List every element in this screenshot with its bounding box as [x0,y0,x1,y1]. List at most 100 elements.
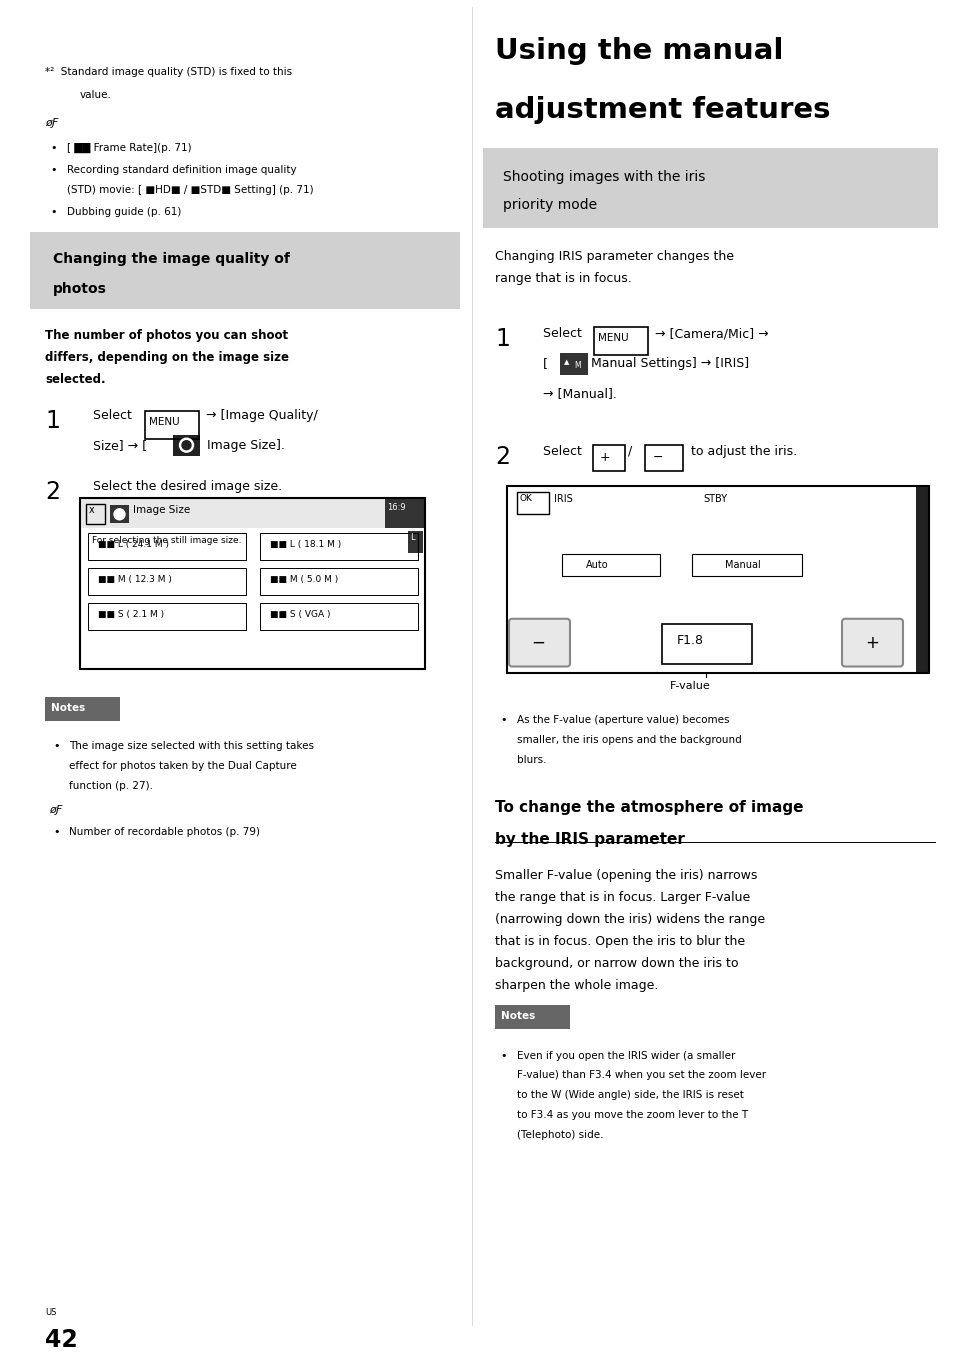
Text: Shooting images with the iris: Shooting images with the iris [502,170,704,185]
Text: x: x [89,505,94,516]
Text: Manual: Manual [724,560,760,570]
Text: the range that is in focus. Larger F-value: the range that is in focus. Larger F-val… [495,892,749,904]
Text: ■■ S ( 2.1 M ): ■■ S ( 2.1 M ) [98,609,164,619]
Text: selected.: selected. [45,373,106,385]
Text: 2: 2 [495,445,510,468]
Text: Select the desired image size.: Select the desired image size. [92,480,282,494]
Text: •: • [499,1050,506,1061]
Circle shape [179,438,193,452]
Text: *²  Standard image quality (STD) is fixed to this: *² Standard image quality (STD) is fixed… [45,66,292,76]
Text: MENU: MENU [149,417,179,427]
Text: •: • [499,715,506,725]
Bar [45,697,120,721]
Text: M: M [574,361,580,370]
Circle shape [182,441,191,449]
Text: (Telephoto) side.: (Telephoto) side. [517,1130,603,1140]
FancyBboxPatch shape [841,619,902,666]
Text: −: − [531,634,544,651]
Text: /: / [627,445,632,457]
Bar [88,603,246,630]
Text: •: • [50,206,56,217]
Text: •: • [53,826,59,837]
Text: Image Size: Image Size [132,505,190,516]
Text: STBY: STBY [702,494,726,505]
Text: Auto: Auto [585,560,608,570]
Bar [482,148,937,228]
Text: 42: 42 [45,1329,77,1352]
Text: value.: value. [80,90,112,99]
Text: øƑ: øƑ [45,118,58,129]
Text: ■■ L ( 18.1 M ): ■■ L ( 18.1 M ) [270,540,341,550]
Text: F1.8: F1.8 [677,634,703,647]
Text: smaller, the iris opens and the background: smaller, the iris opens and the backgrou… [517,735,741,745]
Text: OK: OK [519,494,533,503]
Text: øƑ: øƑ [49,805,62,814]
Text: 1: 1 [45,408,60,433]
Text: +: + [864,634,878,651]
Text: by the IRIS parameter: by the IRIS parameter [495,832,684,847]
Text: (narrowing down the iris) widens the range: (narrowing down the iris) widens the ran… [495,913,764,927]
Text: ■■ M ( 12.3 M ): ■■ M ( 12.3 M ) [98,575,172,584]
Text: Size] → [: Size] → [ [92,438,151,452]
Text: (STD) movie: [ ■HD■ / ■STD■ Setting] (p. 71): (STD) movie: [ ■HD■ / ■STD■ Setting] (p.… [67,185,314,195]
Bar [385,499,423,528]
Bar [506,486,928,673]
Text: range that is in focus.: range that is in focus. [495,271,631,285]
Text: to F3.4 as you move the zoom lever to the T: to F3.4 as you move the zoom lever to th… [517,1110,747,1120]
Bar [80,498,424,669]
Text: [: [ [542,357,552,370]
Text: Dubbing guide (p. 61): Dubbing guide (p. 61) [67,206,181,217]
Bar [408,531,422,554]
Text: 1: 1 [495,327,509,351]
Bar [86,505,105,524]
Text: ▲: ▲ [563,360,569,365]
Text: +: + [599,451,610,464]
Text: •: • [50,166,56,175]
Bar [145,411,199,438]
Text: The number of photos you can shoot: The number of photos you can shoot [45,330,288,342]
Text: F-value: F-value [669,681,710,692]
Text: to the W (Wide angle) side, the IRIS is reset: to the W (Wide angle) side, the IRIS is … [517,1090,743,1101]
Text: 16:9: 16:9 [387,503,405,513]
Bar [593,445,624,471]
Text: Even if you open the IRIS wider (a smaller: Even if you open the IRIS wider (a small… [517,1050,735,1061]
Bar [594,327,647,356]
Bar [915,486,928,673]
Text: → [Image Quality/: → [Image Quality/ [202,408,317,422]
Text: As the F-value (aperture value) becomes: As the F-value (aperture value) becomes [517,715,729,725]
Text: The image size selected with this setting takes: The image size selected with this settin… [69,741,314,752]
Bar [88,569,246,594]
Text: For selecting the still image size.: For selecting the still image size. [91,536,241,546]
Text: background, or narrow down the iris to: background, or narrow down the iris to [495,957,738,970]
Text: ■■ S ( VGA ): ■■ S ( VGA ) [270,609,330,619]
Bar [561,554,659,575]
Bar [260,569,417,594]
Text: priority mode: priority mode [502,198,597,212]
Bar [517,493,548,514]
Text: ■■ M ( 5.0 M ): ■■ M ( 5.0 M ) [270,575,338,584]
Text: adjustment features: adjustment features [495,96,830,125]
Text: Recording standard definition image quality: Recording standard definition image qual… [67,166,296,175]
Text: differs, depending on the image size: differs, depending on the image size [45,351,289,364]
Text: effect for photos taken by the Dual Capture: effect for photos taken by the Dual Capt… [69,761,296,771]
Text: photos: photos [53,281,107,296]
Text: Select: Select [92,408,135,422]
Text: US: US [45,1308,56,1318]
Text: 2: 2 [45,480,60,505]
Text: Number of recordable photos (p. 79): Number of recordable photos (p. 79) [69,826,260,837]
Bar [559,353,587,375]
Text: → [Camera/Mic] →: → [Camera/Mic] → [650,327,768,341]
Text: ■■ L ( 24.1 M ): ■■ L ( 24.1 M ) [98,540,169,550]
Bar [110,505,129,524]
Bar [260,533,417,560]
Text: Smaller F-value (opening the iris) narrows: Smaller F-value (opening the iris) narro… [495,870,757,882]
Text: L: L [410,533,415,543]
Text: Image Size].: Image Size]. [203,438,285,452]
Text: Changing IRIS parameter changes the: Changing IRIS parameter changes the [495,250,733,263]
Text: Notes: Notes [51,703,85,714]
Text: To change the atmosphere of image: To change the atmosphere of image [495,799,802,814]
Text: Notes: Notes [500,1011,535,1020]
Bar [495,1004,569,1029]
Bar [691,554,801,575]
Bar [260,603,417,630]
